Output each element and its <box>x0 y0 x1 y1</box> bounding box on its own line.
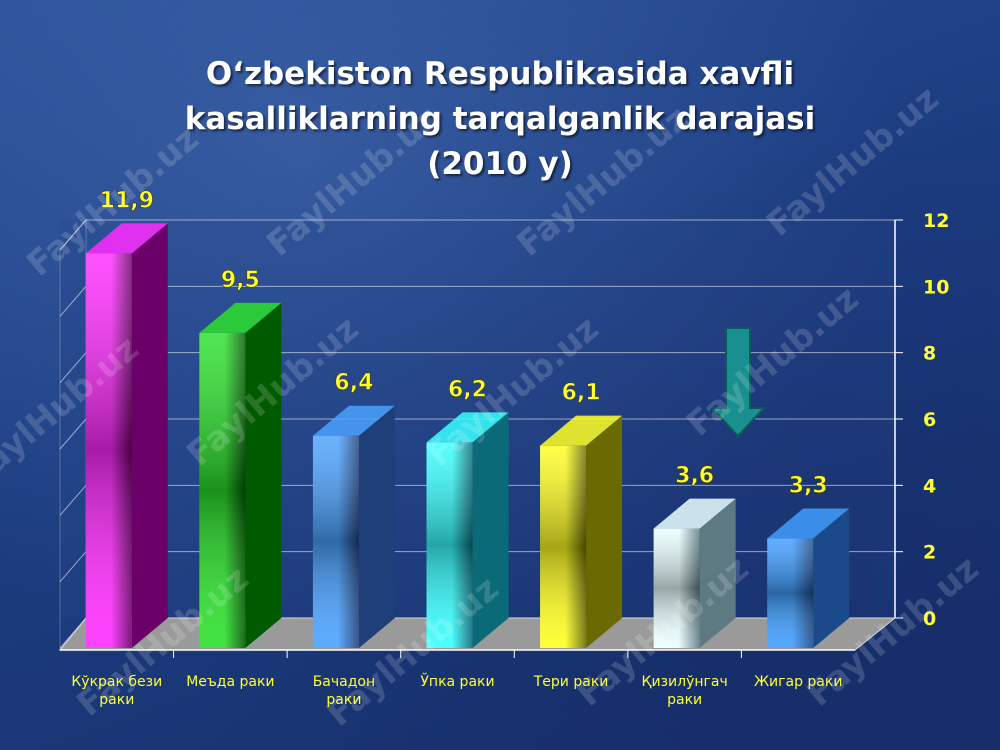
bar-top <box>767 508 850 539</box>
down-arrow-icon <box>709 327 767 438</box>
gridline-side <box>59 286 87 317</box>
x-tick-label: Бачадон <box>313 674 375 690</box>
bar <box>426 412 509 648</box>
y-tick-label: 8 <box>923 343 936 365</box>
bar-top <box>85 223 168 254</box>
bar-side <box>245 302 282 648</box>
bar <box>312 405 395 648</box>
y-tick-label: 4 <box>923 475 936 497</box>
chart-side-wall <box>59 218 87 652</box>
bar <box>199 302 282 648</box>
title-line-1: O‘zbekiston Respublikasida xavfli <box>205 56 795 92</box>
x-tick-label: Кўкрак бези <box>71 674 162 690</box>
x-tick-label: раки <box>326 692 361 708</box>
bar-front-shade <box>653 528 700 648</box>
x-tick-label: Жигар раки <box>754 674 842 690</box>
data-label: 6,1 <box>562 381 601 406</box>
bar-top <box>653 498 736 529</box>
data-label: 9,5 <box>221 268 260 293</box>
y-tick-label: 2 <box>923 542 936 564</box>
bar-side <box>813 508 850 648</box>
x-tick-label: раки <box>99 692 134 708</box>
x-tick-label: Қизилўнгач <box>642 674 728 690</box>
data-label: 3,6 <box>675 464 714 489</box>
bar-front-shade <box>85 253 132 649</box>
bar <box>653 498 736 648</box>
x-tick-label: Меъда раки <box>186 674 274 690</box>
gridline-side <box>59 352 87 383</box>
bar-side <box>358 405 395 648</box>
bar <box>767 508 850 648</box>
bar-top <box>199 302 282 333</box>
bar-front-shade <box>540 445 587 648</box>
bar-side <box>586 415 623 648</box>
data-label: 6,2 <box>448 377 487 402</box>
bar-front-shade <box>312 435 359 648</box>
y-tick-label: 10 <box>923 276 949 298</box>
title-line-3: (2010 y) <box>427 146 573 182</box>
bar <box>540 415 623 648</box>
y-tick-label: 12 <box>923 210 949 232</box>
gridline-side <box>59 551 87 582</box>
x-tick-label: раки <box>667 692 702 708</box>
bar-side <box>131 223 168 649</box>
slide-title: O‘zbekiston Respublikasida xavfli kasall… <box>100 52 900 187</box>
gridline-side <box>59 418 87 450</box>
bar-front-shade <box>199 332 246 648</box>
y-tick-label: 0 <box>923 608 936 630</box>
title-line-2: kasalliklarning tarqalganlik darajasi <box>184 101 816 137</box>
bar-top <box>426 412 509 443</box>
bar-front-shade <box>767 538 814 648</box>
bar-top <box>312 405 395 436</box>
bar <box>85 223 168 649</box>
gridline-side <box>59 219 87 251</box>
x-tick-label: Тери раки <box>533 674 609 690</box>
y-tick-label: 6 <box>923 409 936 431</box>
gridline-side <box>59 485 87 516</box>
bar-front-shade <box>426 442 473 648</box>
data-label: 6,4 <box>334 371 373 396</box>
data-label: 11,9 <box>100 188 154 213</box>
x-tick-label: Ўпка раки <box>420 672 494 690</box>
bar-side <box>699 498 736 648</box>
bar-top <box>540 415 623 446</box>
data-label: 3,3 <box>789 474 828 499</box>
bar-side <box>472 412 509 648</box>
